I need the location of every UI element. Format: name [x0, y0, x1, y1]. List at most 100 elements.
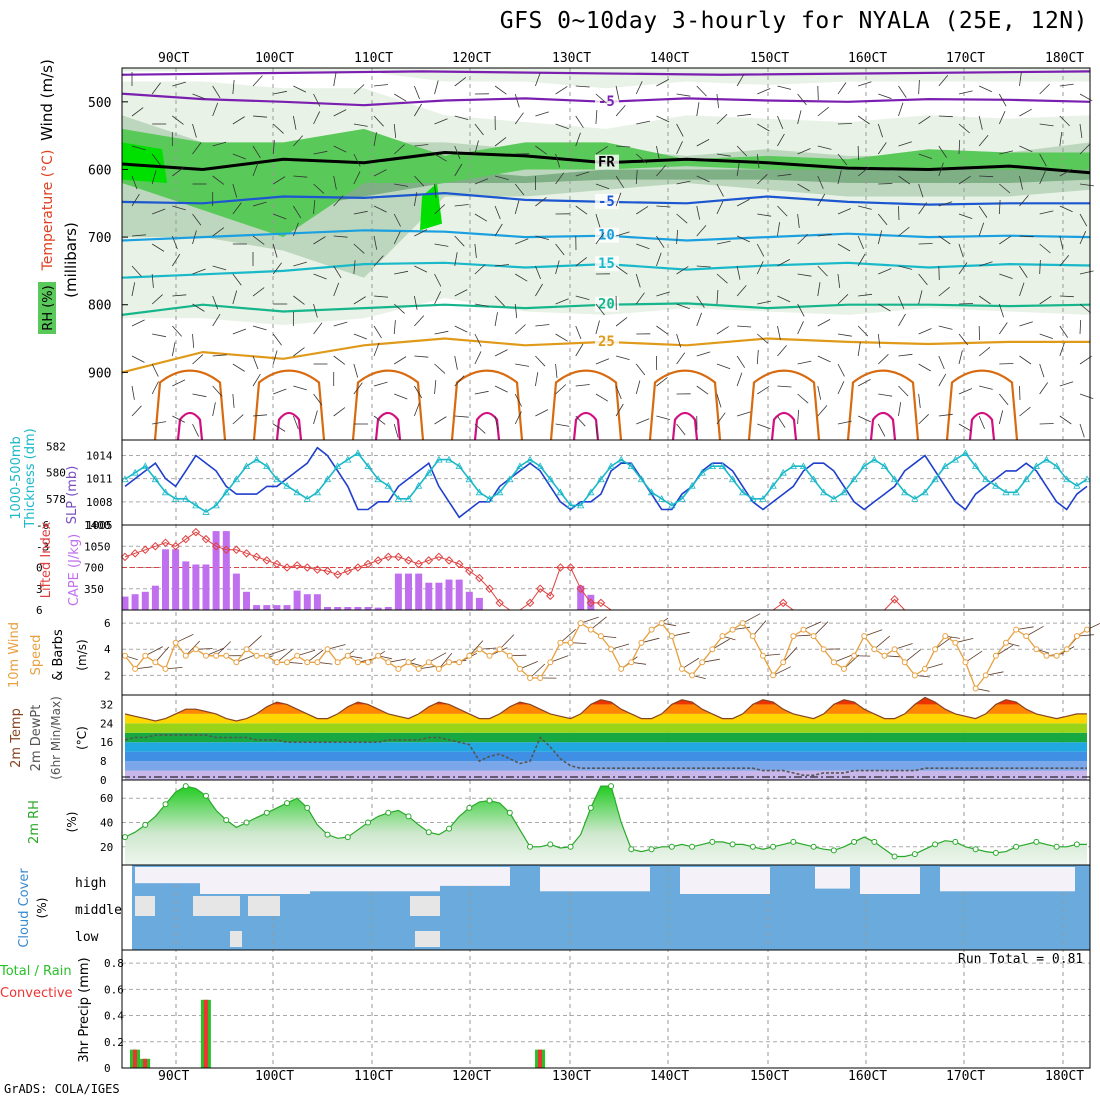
series-point [1052, 462, 1061, 470]
cape-bar [445, 579, 453, 610]
wind-barb [615, 385, 622, 400]
wind-barb [979, 385, 993, 390]
precip-conv-bar [133, 1049, 137, 1068]
wind-barb [252, 373, 261, 387]
wind-barb [151, 82, 161, 95]
wind-barb [797, 234, 808, 245]
wind-barb [428, 652, 447, 663]
wind-barb [192, 354, 204, 365]
wind-barb [535, 355, 546, 367]
wind-barb [293, 295, 305, 305]
wind-barb [641, 637, 660, 644]
series-point [344, 834, 351, 841]
wind-barb [373, 415, 386, 425]
series-point [607, 462, 615, 470]
cloud-row-label: middle [75, 903, 122, 918]
temp-band [125, 732, 1087, 743]
wind-barb [777, 205, 788, 217]
series-point [556, 563, 565, 572]
series-line [124, 446, 1088, 519]
series-point [273, 659, 280, 666]
series-point [810, 633, 817, 640]
series-point [384, 481, 392, 489]
wind-barb [1039, 243, 1051, 254]
wind-barb [999, 363, 1014, 365]
wind-barb [918, 115, 931, 125]
wind-barb [858, 205, 872, 210]
x-tick-label-top: 170CT [946, 51, 985, 66]
series-point [1073, 633, 1080, 640]
wind-barb [414, 315, 425, 327]
cloud-gap [540, 867, 650, 892]
panel-frame [121, 949, 1091, 1069]
wind-barb [175, 633, 194, 644]
wind-barb [1019, 355, 1032, 365]
series-point [182, 783, 189, 790]
wind-barb [616, 145, 631, 148]
wind-barb [293, 261, 307, 267]
series-point [475, 573, 484, 583]
temperature-contour [968, 411, 996, 441]
y-tick-label: 900 [88, 366, 111, 381]
series-point [374, 475, 382, 483]
wind-barb [555, 153, 561, 168]
cloud-gap [135, 867, 200, 884]
wind-barb [434, 153, 447, 162]
contour-label: 15 [598, 256, 615, 272]
panel-axis-label: (millibars) [62, 222, 80, 298]
wind-barb [494, 312, 498, 327]
series-point [678, 665, 685, 672]
wind-barb [353, 382, 363, 395]
series-point [121, 475, 129, 483]
wind-barb [837, 208, 851, 215]
wind-barb [232, 328, 247, 335]
series-point [435, 455, 443, 463]
wind-barb [958, 90, 973, 95]
wind-barb [878, 393, 893, 397]
y-tick-label: 16 [100, 736, 113, 749]
wind-barb [998, 410, 1004, 425]
y-tick-label: 1005 [86, 519, 113, 532]
wind-barb [1079, 393, 1094, 399]
wind-barb [393, 303, 405, 314]
temp-band [125, 751, 1087, 762]
series-point [496, 646, 503, 653]
series-point [141, 462, 149, 470]
cloud-gap [193, 896, 240, 916]
wind-barb [575, 325, 582, 340]
wind-barb [192, 123, 197, 138]
wind-barb [273, 213, 287, 220]
series-point [770, 843, 777, 850]
series-point [1032, 462, 1041, 470]
wind-barb [595, 358, 610, 365]
wind-barb [635, 169, 638, 185]
wind-barb [777, 173, 792, 177]
wind-barb [999, 183, 1011, 194]
series-point [232, 475, 241, 483]
series-point [313, 488, 322, 496]
series-point [211, 542, 221, 551]
wind-barb [857, 115, 870, 125]
contour-label: -5 [598, 94, 615, 110]
series-point [446, 659, 453, 666]
wind-barb [151, 363, 159, 377]
wind-barb [252, 201, 267, 207]
series-point [526, 455, 534, 463]
series-point [537, 675, 544, 681]
y-tick-label: 24 [100, 717, 114, 730]
series-point [648, 626, 655, 633]
wind-barb [212, 141, 227, 147]
wind-barb [232, 290, 238, 305]
temperature-contour [549, 369, 623, 441]
wind-barb [272, 350, 278, 365]
wind-barb [777, 295, 791, 303]
wind-barb [918, 243, 933, 245]
contour-label-bg [595, 256, 619, 272]
wind-barb [656, 115, 670, 123]
wind-barb [131, 319, 145, 327]
cape-bar [303, 594, 311, 610]
wind-barb [131, 282, 136, 297]
wind-barb [696, 139, 710, 147]
wind-barb [333, 355, 346, 365]
series-point [1073, 841, 1080, 848]
